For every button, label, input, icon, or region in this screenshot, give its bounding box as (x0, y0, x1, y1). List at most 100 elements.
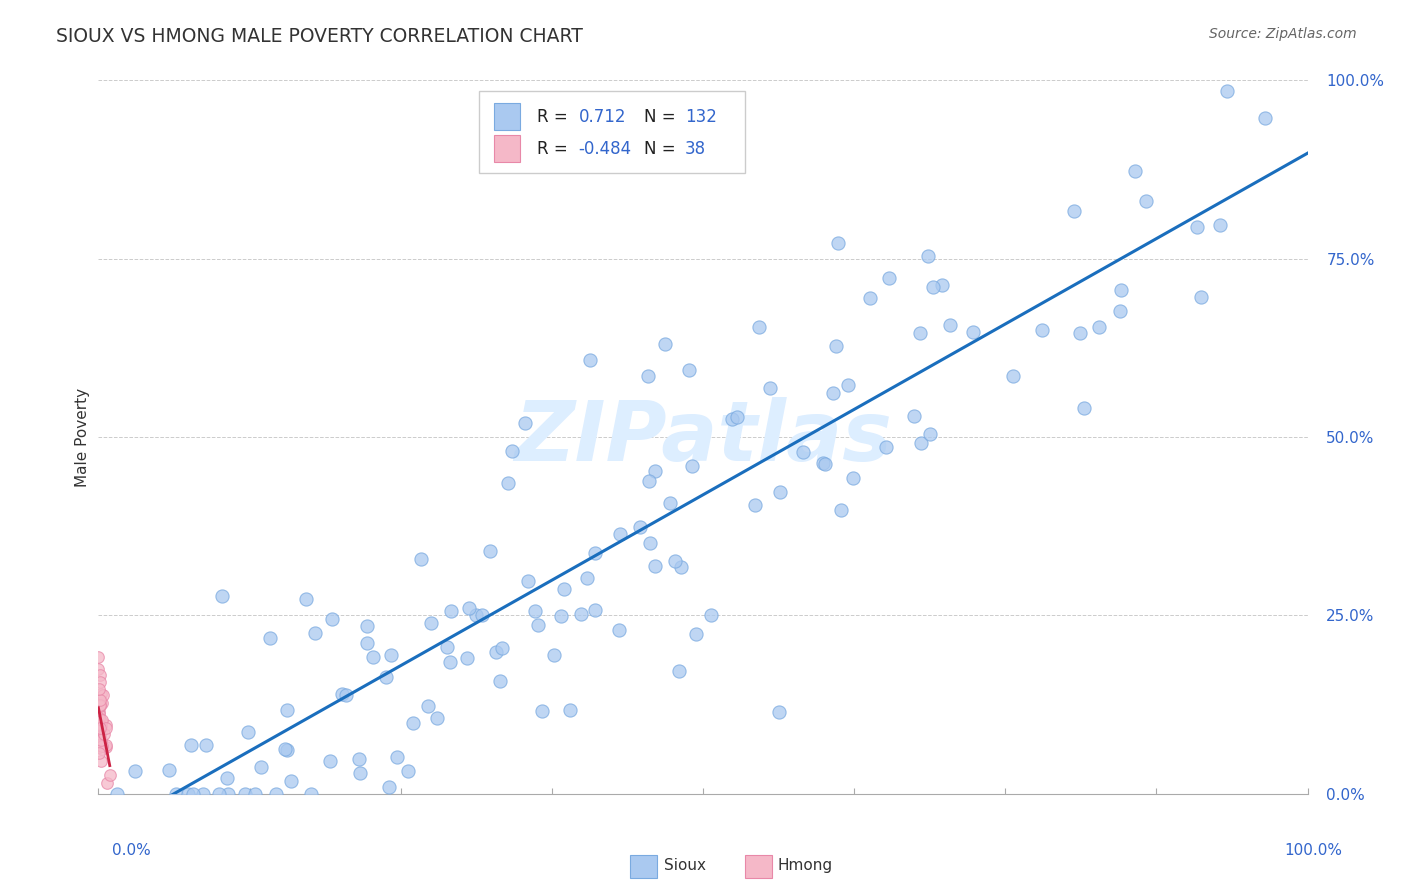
Point (191, 787, 214, 801)
Point (917, 249, 939, 263)
Point (90, 696, 112, 710)
Point (659, 496, 682, 510)
Point (939, 318, 962, 333)
Point (526, 617, 548, 632)
Point (335, 688, 357, 702)
Point (89, 705, 111, 719)
Point (1069, 326, 1091, 341)
Text: 100.0%: 100.0% (1285, 843, 1343, 858)
Point (748, 320, 770, 334)
Point (513, 416, 536, 430)
Point (517, 574, 540, 588)
Point (87, 738, 110, 752)
Point (668, 664, 690, 678)
Point (91, 741, 114, 756)
Point (87, 706, 110, 721)
Point (319, 755, 342, 769)
Point (177, 787, 200, 801)
Point (165, 787, 187, 801)
Point (264, 787, 287, 801)
Point (644, 465, 666, 479)
Text: N =: N = (644, 108, 681, 126)
Point (471, 608, 494, 623)
Point (356, 618, 378, 632)
Point (94, 740, 117, 755)
Text: -0.484: -0.484 (578, 140, 631, 158)
Point (299, 787, 322, 801)
Point (259, 631, 281, 645)
Text: 0.0%: 0.0% (112, 843, 152, 858)
Point (211, 589, 233, 603)
Point (875, 440, 897, 454)
Text: SIOUX VS HMONG MALE POVERTY CORRELATION CHART: SIOUX VS HMONG MALE POVERTY CORRELATION … (56, 27, 583, 45)
Point (89, 675, 111, 690)
Point (89, 740, 111, 755)
Point (250, 759, 273, 773)
Point (654, 337, 676, 351)
Point (276, 742, 298, 756)
Bar (494, 136, 520, 162)
Text: Source: ZipAtlas.com: Source: ZipAtlas.com (1209, 27, 1357, 41)
Point (1109, 283, 1132, 297)
Text: Sioux: Sioux (664, 858, 706, 872)
Point (361, 650, 384, 665)
Point (637, 368, 659, 383)
Point (918, 427, 941, 442)
Point (418, 698, 440, 713)
Point (1209, 218, 1232, 232)
Point (558, 703, 581, 717)
Point (681, 458, 703, 473)
Point (378, 780, 401, 794)
Point (550, 608, 572, 623)
Point (98, 768, 121, 782)
Point (678, 362, 700, 376)
Point (89, 727, 111, 741)
Point (458, 601, 481, 615)
Point (543, 648, 565, 662)
Point (321, 611, 343, 625)
Point (90, 732, 112, 747)
Point (1123, 163, 1146, 178)
Text: R =: R = (537, 108, 574, 126)
Point (89, 711, 111, 725)
Bar (630, 855, 657, 878)
Point (89, 698, 111, 712)
Point (385, 749, 408, 764)
Point (877, 270, 900, 285)
Point (491, 641, 513, 656)
Point (792, 445, 814, 459)
Point (814, 457, 837, 471)
Point (1031, 323, 1053, 337)
Point (375, 670, 398, 684)
Point (90, 713, 112, 727)
Point (217, 771, 239, 785)
Point (501, 444, 523, 458)
Point (1189, 290, 1212, 304)
Point (637, 474, 659, 488)
Point (208, 787, 231, 801)
Point (349, 766, 371, 780)
Point (664, 554, 686, 568)
Point (1002, 369, 1025, 384)
Point (90, 739, 112, 753)
Point (304, 626, 326, 640)
Point (356, 635, 378, 649)
Point (87, 717, 110, 731)
Point (235, 787, 257, 801)
Point (685, 627, 707, 641)
Point (380, 648, 402, 662)
Point (759, 381, 782, 395)
Point (1087, 319, 1109, 334)
Point (90, 719, 112, 733)
Point (295, 592, 318, 607)
Point (1254, 111, 1277, 125)
Point (830, 502, 852, 516)
Point (1185, 219, 1208, 234)
Point (485, 645, 508, 659)
Point (90, 687, 112, 701)
Point (569, 607, 592, 621)
Point (842, 470, 865, 484)
Point (640, 536, 662, 550)
Text: Hmong: Hmong (778, 858, 834, 872)
Point (725, 409, 748, 424)
